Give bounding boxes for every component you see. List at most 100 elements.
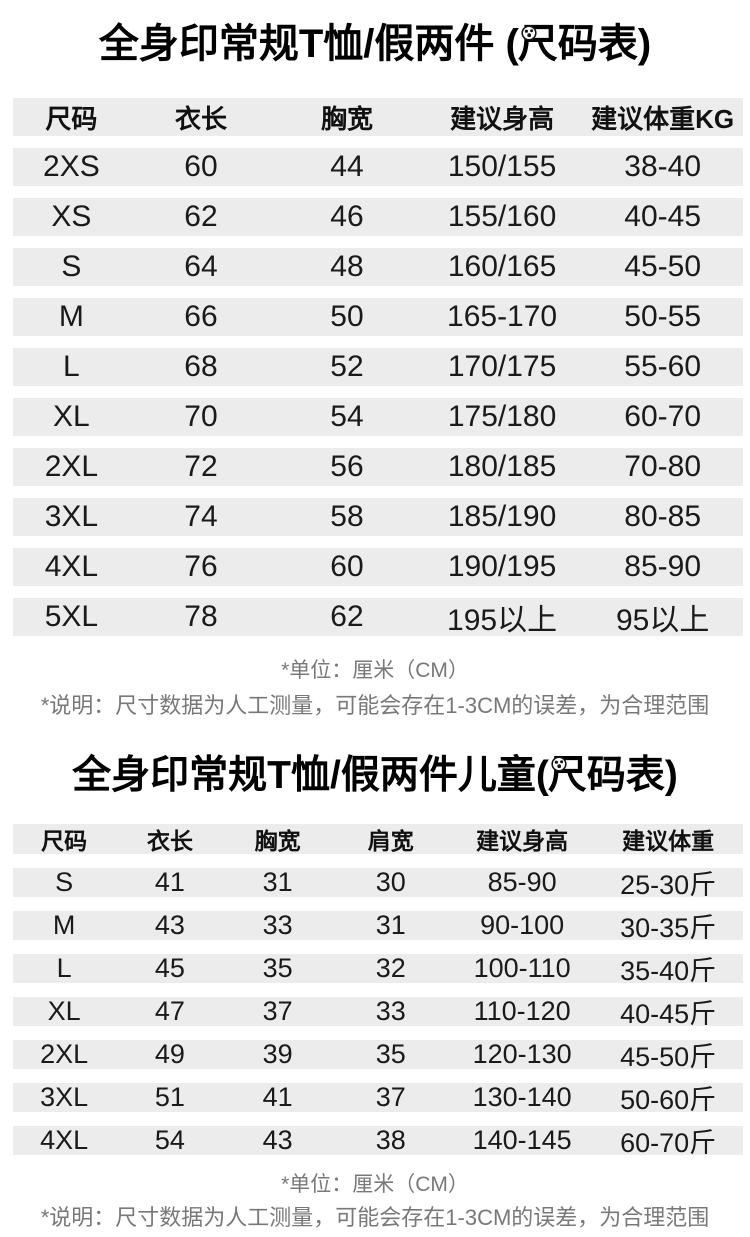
column-header-weight: 建议体重 [622, 828, 715, 854]
column-header-size: 尺码 [41, 828, 88, 854]
column-header-length: 衣长 [146, 828, 193, 854]
cell-size: M [58, 300, 84, 333]
cell-chest: 62 [330, 600, 364, 633]
cell-height: 110-120 [473, 996, 571, 1026]
table-row: L 45 35 32 100-110 35-40斤 [13, 953, 743, 986]
cell-weight: 38-40 [624, 150, 702, 183]
cell-weight: 25-30斤 [620, 870, 717, 900]
cell-chest: 58 [330, 500, 364, 533]
cell-height: 140-145 [472, 1125, 572, 1155]
cell-chest: 44 [330, 150, 364, 183]
cell-chest: 46 [330, 200, 364, 233]
cell-chest: 31 [262, 867, 293, 897]
cell-weight: 95以上 [615, 604, 710, 637]
title-text: 尺码表) [547, 754, 678, 797]
cell-weight: 85-90 [624, 550, 702, 583]
column-header-height: 建议身高 [476, 828, 569, 854]
cell-length: 51 [154, 1082, 185, 1112]
cell-height: 170/175 [447, 350, 557, 383]
cell-weight: 80-85 [624, 500, 702, 533]
remark-note: *说明：尺寸数据为人工测量，可能会存在1-3CM的误差，为合理范围 [40, 1205, 710, 1230]
cell-chest: 39 [262, 1039, 293, 1069]
table-header-row: 尺码 衣长 胸宽 建议身高 建议体重KG [13, 98, 743, 136]
ball-icon [521, 25, 537, 41]
cell-weight: 50-60斤 [620, 1085, 717, 1115]
cell-weight: 60-70 [624, 400, 702, 433]
table-row: XL 70 54 175/180 60-70 [13, 398, 743, 436]
column-header-length: 衣长 [174, 103, 227, 134]
cell-length: 60 [184, 150, 218, 183]
cell-height: 180/185 [447, 450, 557, 483]
cell-chest: 35 [262, 953, 293, 983]
column-header-chest: 胸宽 [320, 103, 373, 134]
cell-height: 155/160 [447, 200, 557, 233]
cell-weight: 55-60 [624, 350, 702, 383]
cell-size: 4XL [40, 1125, 89, 1155]
cell-size: M [52, 910, 76, 940]
cell-chest: 37 [262, 996, 293, 1026]
cell-length: 64 [184, 250, 218, 283]
cell-size: 3XL [44, 500, 99, 533]
cell-shoulder: 38 [375, 1125, 406, 1155]
cell-size: L [63, 350, 80, 383]
column-header-weight: 建议体重KG [591, 103, 735, 134]
cell-size: L [56, 953, 72, 983]
cell-size: XL [53, 400, 90, 433]
cell-length: 54 [154, 1125, 185, 1155]
column-header-size: 尺码 [45, 103, 98, 134]
table-row: 5XL 78 62 195以上 95以上 [13, 598, 743, 637]
cell-weight: 60-70斤 [620, 1128, 717, 1158]
cell-height: 160/165 [447, 250, 557, 283]
cell-chest: 33 [262, 910, 293, 940]
cell-height: 130-140 [472, 1082, 572, 1112]
ball-icon [551, 756, 567, 772]
adult-size-chart: 全身印常规T恤/假两件 (尺码表) 尺码 衣长 胸宽 建议身高 建议体重KG 2… [0, 0, 750, 718]
cell-size: S [61, 250, 82, 283]
cell-height: 175/180 [447, 400, 557, 433]
cell-length: 66 [184, 300, 218, 333]
cell-chest: 43 [262, 1125, 293, 1155]
remark-note: *说明：尺寸数据为人工测量，可能会存在1-3CM的误差，为合理范围 [40, 693, 710, 718]
table-row: XL 47 37 33 110-120 40-45斤 [13, 996, 743, 1029]
cell-height: 85-90 [487, 867, 557, 897]
cell-length: 47 [154, 996, 185, 1026]
cell-height: 190/195 [447, 550, 557, 583]
cell-height: 195以上 [447, 604, 558, 637]
table-header-row: 尺码 衣长 胸宽 肩宽 建议身高 建议体重 [13, 824, 743, 854]
cell-shoulder: 33 [375, 996, 406, 1026]
cell-height: 150/155 [447, 150, 557, 183]
table-row: 3XL 74 58 185/190 80-85 [13, 498, 743, 536]
table-row: 2XS 60 44 150/155 38-40 [13, 148, 743, 186]
cell-length: 72 [184, 450, 218, 483]
column-header-height: 建议身高 [450, 103, 555, 134]
cell-length: 62 [184, 200, 218, 233]
table-row: S 41 31 30 85-90 25-30斤 [13, 867, 743, 900]
cell-size: 2XL [40, 1039, 89, 1069]
cell-height: 100-110 [473, 953, 571, 983]
table-row: 4XL 54 43 38 140-145 60-70斤 [13, 1125, 743, 1158]
cell-height: 185/190 [447, 500, 557, 533]
title-text: 全身印常规T恤/假两件儿童( [72, 754, 549, 797]
cell-length: 74 [184, 500, 218, 533]
cell-shoulder: 35 [375, 1039, 406, 1069]
cell-shoulder: 37 [375, 1082, 406, 1112]
unit-note: *单位：厘米（CM） [281, 659, 469, 682]
cell-length: 68 [184, 350, 218, 383]
cell-weight: 50-55 [624, 300, 702, 333]
cell-size: 3XL [40, 1082, 89, 1112]
cell-size: 5XL [44, 600, 99, 633]
cell-chest: 50 [330, 300, 364, 333]
column-header-shoulder: 肩宽 [367, 828, 414, 854]
cell-chest: 56 [330, 450, 364, 483]
cell-weight: 40-45斤 [620, 999, 717, 1029]
cell-chest: 41 [262, 1082, 293, 1112]
cell-size: 2XS [43, 150, 100, 183]
table-row: 2XL 49 39 35 120-130 45-50斤 [13, 1039, 743, 1072]
cell-shoulder: 31 [375, 910, 406, 940]
cell-weight: 30-35斤 [620, 913, 717, 943]
cell-chest: 60 [330, 550, 364, 583]
cell-weight: 40-45 [624, 200, 702, 233]
cell-size: 4XL [44, 550, 99, 583]
cell-size: S [55, 867, 74, 897]
adult-chart-title: 全身印常规T恤/假两件 (尺码表) [0, 0, 750, 67]
